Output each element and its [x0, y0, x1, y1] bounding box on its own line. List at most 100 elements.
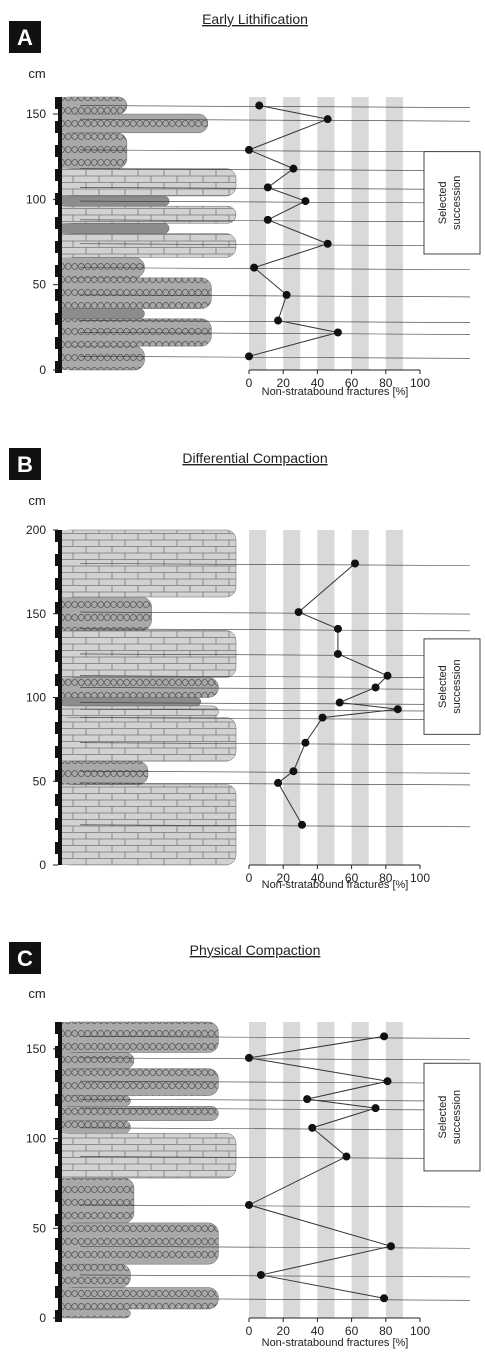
panel-c-title: Physical Compaction [190, 942, 321, 958]
panel-a-selected-succession-label: Selected [437, 181, 449, 224]
panel-a-y-tick-label: 100 [26, 192, 46, 206]
panel-c-correlation-line [79, 1204, 471, 1208]
panel-a-data-point [282, 290, 291, 299]
panel-b-y-tick-label: 50 [33, 774, 47, 788]
panel-c-bed-edge [60, 1222, 72, 1265]
panel-c-data-point [303, 1095, 312, 1104]
panel-a-correlation-line [79, 168, 471, 171]
panel-a-column-tick [55, 97, 62, 109]
panel-a-column-tick [55, 121, 62, 133]
panel-c-bed-edge [60, 1095, 68, 1107]
panel-b-data-point [335, 698, 344, 707]
panel-c-column-tick [55, 1190, 62, 1202]
panel-c-bed-marl [59, 1095, 131, 1107]
panel-b-x-tick-label: 40 [311, 871, 325, 885]
panel-c-bed-edge [60, 1309, 67, 1318]
panel-a-bed-limestone [59, 168, 237, 197]
panel-b-plot: 0 50 100 150 200 0 20 40 60 80 100 Selected successi… [26, 523, 481, 885]
panel-b-data-point [333, 624, 342, 633]
panel-c-x-tick-label: 20 [277, 1324, 291, 1338]
panel-c-selected-succession-label: succession [451, 1090, 463, 1144]
panel-a-y-tick-label: 0 [39, 363, 46, 377]
panel-b-correlation-line [79, 563, 471, 566]
panel-b-y-tick-label: 0 [39, 858, 46, 872]
panel-b-x-tick-label: 100 [410, 871, 430, 885]
panel-c-bed-edge [60, 1022, 72, 1053]
panel-b-correlation-line [79, 653, 471, 657]
panel-a-correlation-line [79, 243, 471, 247]
panel-b-unit-label: cm [28, 493, 45, 508]
panel-b-bed-edge [60, 717, 72, 762]
panel-b-y-tick-label: 150 [26, 607, 46, 621]
panel-a-data-point [323, 115, 332, 124]
panel-b-data-point [393, 705, 402, 714]
panel-a-bed-edge [60, 97, 71, 115]
panel-a-correlation-line [79, 267, 471, 270]
panel-c-y-tick-label: 100 [26, 1132, 46, 1146]
panel-c-plot: 0 50 100 150 0 20 40 60 80 100 Selected succession [26, 1021, 481, 1338]
panel-b-column-tick [55, 602, 62, 614]
panel-c-column-tick [55, 1262, 62, 1274]
panel-a-x-tick-label: 40 [311, 376, 325, 390]
panel-b-x-axis-label: Non-stratabound fractures [%] [262, 879, 409, 891]
panel-c-correlation-line [79, 1098, 471, 1102]
panel-a-letter: A [17, 25, 33, 50]
panel-b-y-tick-label: 100 [26, 691, 46, 705]
panel-a-selected-succession-box [423, 151, 481, 255]
panel-c-selected-succession-box [423, 1062, 481, 1172]
panel-c-data-point [245, 1053, 253, 1062]
panel-c-badge [9, 942, 41, 974]
panel-c-correlation-line [79, 1080, 471, 1084]
panel-c-data-point [256, 1270, 265, 1279]
panel-b-column-tick [55, 578, 62, 590]
panel-b-data-point [333, 649, 342, 658]
panel-a-bed-edge [60, 206, 71, 224]
panel-c-data-point [380, 1032, 389, 1041]
panel-c-column-tick [55, 1166, 62, 1178]
panel-b-bed-edge [60, 530, 72, 597]
panel-a-data-point [333, 328, 342, 337]
panel-c-y-tick-label: 150 [26, 1042, 46, 1056]
panel-c-correlation-line [79, 1156, 471, 1159]
panel-b-bed-marl [59, 596, 152, 631]
panel-c-data-point [308, 1123, 317, 1132]
panel-a-column-tick [55, 241, 62, 253]
panel-c-grid-stripe [283, 1022, 301, 1318]
panel-c-column-tick [55, 1286, 62, 1298]
panel-c-bed-edge [60, 1068, 72, 1096]
panel-c-column-tick [55, 1022, 62, 1034]
panel-c-data-point [383, 1077, 392, 1086]
panel-b-column-tick [55, 530, 62, 542]
panel-c-bed-edge [60, 1133, 72, 1179]
panel-c-x-tick-label: 0 [246, 1324, 253, 1338]
panel-a-bed-edge [60, 318, 72, 347]
panel-c-bed-edge [60, 1052, 71, 1069]
panel-b-data-point [289, 767, 298, 776]
panel-c-column-tick [55, 1094, 62, 1106]
panel-c-letter: C [17, 946, 33, 971]
panel-a: A Early Lithification cm Non-stratabound… [9, 11, 481, 398]
panel-a-x-tick-label: 20 [277, 376, 291, 390]
panel-c-unit-label: cm [28, 986, 45, 1001]
panel-b-bed-edge [60, 677, 72, 698]
panel-c-correlation-line [79, 1274, 471, 1278]
panel-b-column-tick [55, 698, 62, 710]
panel-a-bed-marl [59, 345, 145, 371]
panel-a-correlation-line [79, 356, 471, 359]
panel-a-column-tick [55, 193, 62, 205]
panel-a-data-point [245, 352, 253, 361]
panel-b: B Differential Compaction cm Non-stratab… [9, 448, 481, 891]
panel-b-grid-stripe [317, 530, 335, 865]
panel-b-bed-edge [60, 784, 72, 865]
panel-a-x-tick-label: 0 [246, 376, 253, 390]
panel-a-data-point [263, 215, 272, 224]
panel-b-data-point [301, 738, 310, 747]
panel-b-grid-stripe [249, 530, 267, 865]
panel-a-bed-edge [60, 223, 68, 234]
panel-a-bed-edge [60, 195, 68, 207]
panel-a-bed-edge [60, 132, 72, 169]
panel-b-data-point [274, 778, 283, 787]
panel-c-column-tick [55, 1214, 62, 1226]
panel-b-correlation-line [79, 708, 471, 712]
panel-a-correlation-line [79, 105, 471, 108]
